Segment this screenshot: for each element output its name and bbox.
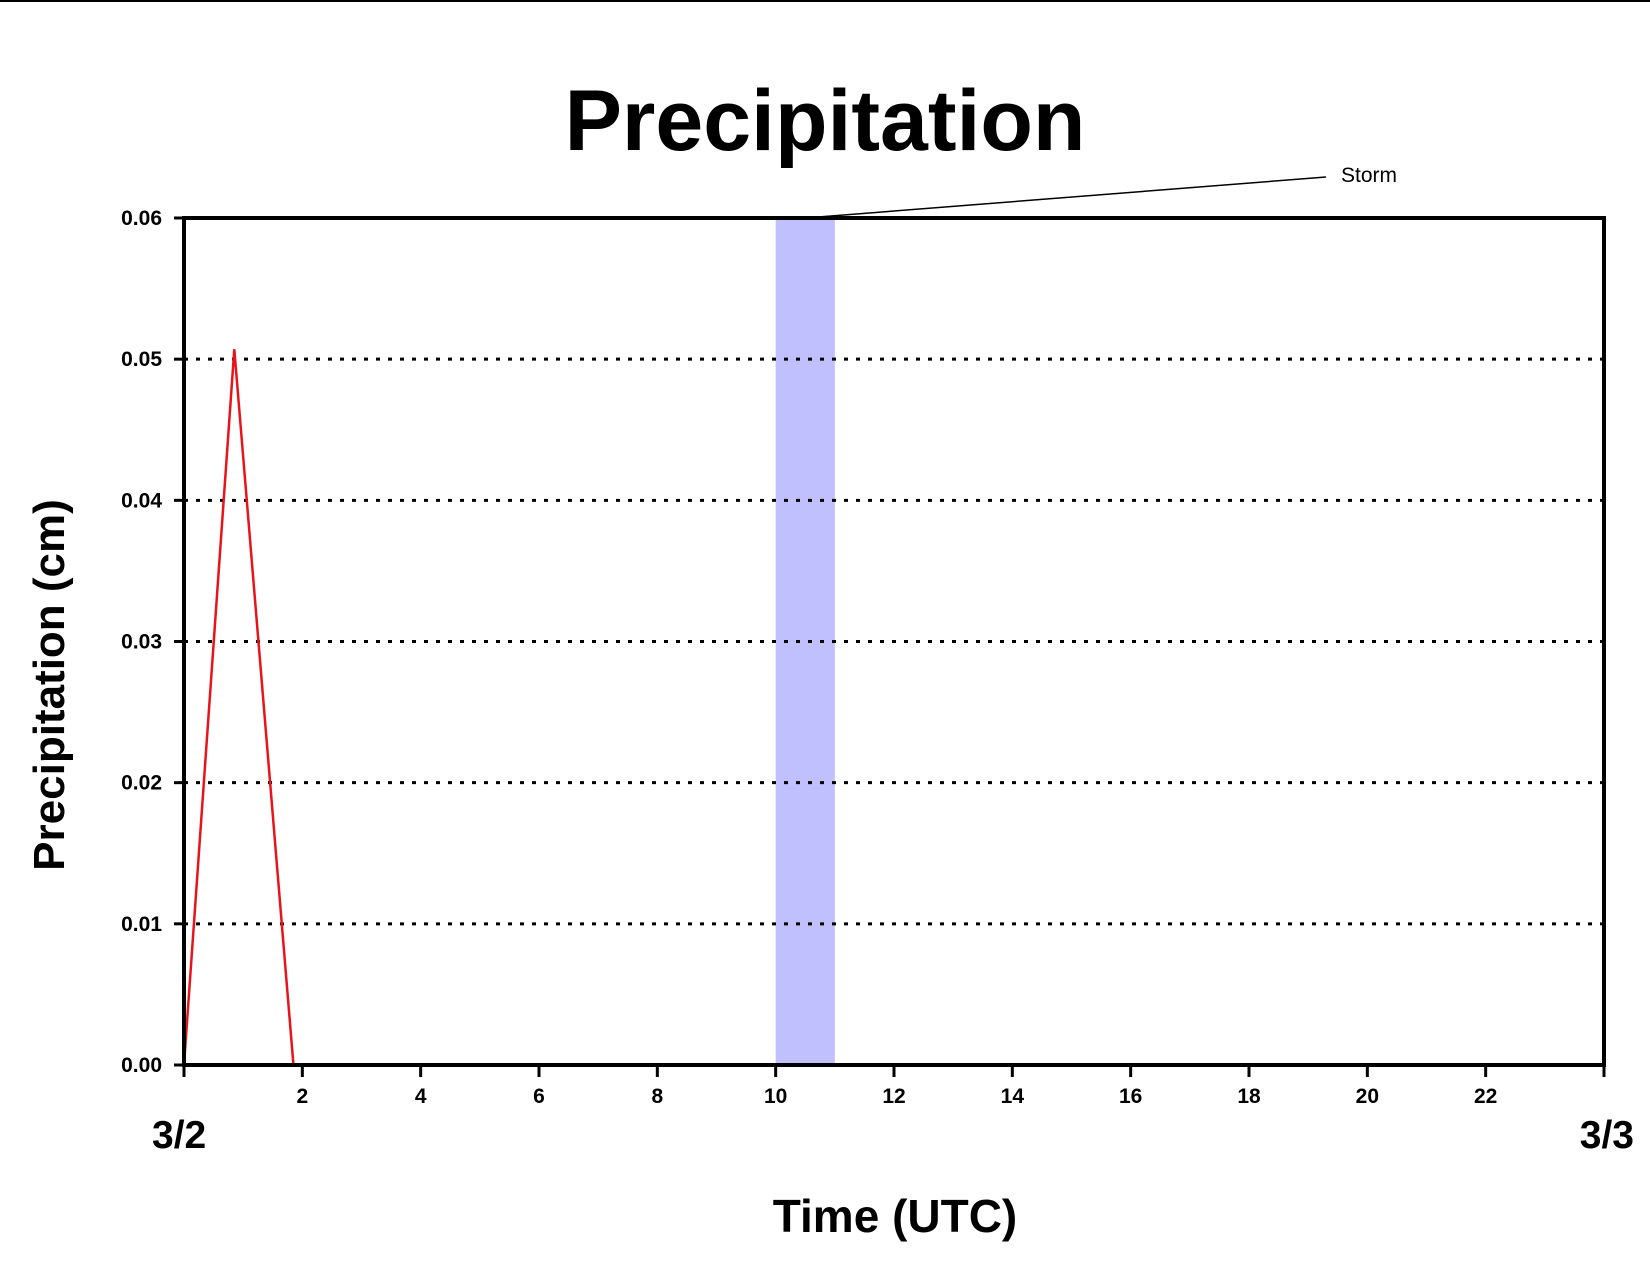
precipitation-series-line-0 [182,349,1604,1067]
x-tick-label-5: 12 [882,1085,905,1108]
x-tick-label-7: 16 [1119,1085,1142,1108]
tick-layer: 0.00 0.01 0.02 0.03 0.04 0.05 0.06 2 4 6 8 10 12 14 16… [121,207,1634,1157]
x-tick-label-6: 14 [1001,1085,1025,1108]
y-tick-label-3: 0.03 [121,631,162,654]
chart-title: Precipitation [565,73,1086,169]
x-axis-title: Time (UTC) [773,1190,1018,1242]
y-tick-label-4: 0.04 [121,489,162,512]
x-tick-label-1: 4 [415,1085,427,1108]
y-tick-label-2: 0.02 [121,772,162,795]
storm-leader-line [805,176,1327,219]
grid-layer [184,357,1604,926]
x-tick-label-0: 2 [296,1085,308,1108]
y-tick-label-0: 0.00 [121,1054,162,1077]
x-tick-label-4: 10 [764,1085,787,1108]
y-tick-label-1: 0.01 [121,913,162,936]
y-axis-title: Precipitation (cm) [25,499,74,871]
x-tick-label-3: 8 [651,1085,663,1108]
storm-label: Storm [1341,164,1397,187]
annotation-layer: Storm [805,164,1397,219]
x-tick-label-2: 6 [533,1085,545,1108]
date-label-1: 3/3 [1580,1114,1634,1157]
x-tick-label-8: 18 [1237,1085,1261,1108]
x-tick-label-9: 20 [1356,1085,1379,1108]
x-tick-label-10: 22 [1474,1085,1497,1108]
y-tick-label-5: 0.05 [121,348,162,371]
date-label-0: 3/2 [152,1114,206,1157]
series-layer [182,349,1605,1067]
y-tick-label-6: 0.06 [121,207,162,230]
